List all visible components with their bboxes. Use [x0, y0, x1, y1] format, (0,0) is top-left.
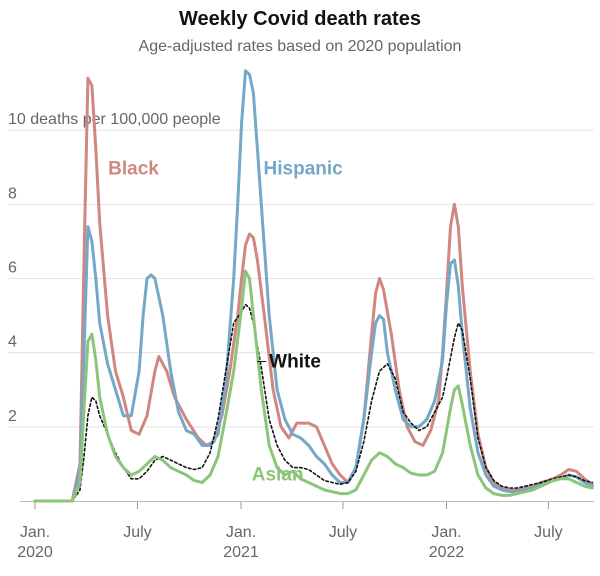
grid-layer [8, 129, 594, 502]
series-line-hispanic [33, 69, 594, 503]
chart-subtitle: Age-adjusted rates based on 2020 populat… [138, 38, 462, 55]
series-line-asian [33, 269, 594, 503]
x-tick-year-label: 2022 [429, 544, 465, 561]
chart-title: Weekly Covid death rates [179, 8, 421, 30]
series-label-asian: Asian [252, 465, 304, 486]
y-tick-label: 10 deaths per 100,000 people [8, 111, 221, 128]
x-tick-label: July [329, 524, 357, 541]
series-label-white: White [269, 352, 321, 373]
x-tick-label: July [123, 524, 151, 541]
y-tick-label: 4 [8, 334, 17, 351]
series-line-black [33, 76, 594, 503]
series-layer [33, 69, 594, 503]
x-tick-label: Jan. [431, 524, 461, 541]
x-tick-year-label: 2020 [17, 544, 53, 561]
series-line-white [34, 303, 594, 502]
x-tick-label: July [534, 524, 562, 541]
x-tick-year-label: 2021 [223, 544, 259, 561]
x-tick-label: Jan. [20, 524, 50, 541]
y-tick-label: 2 [8, 408, 17, 425]
x-axis-ticks: Jan. 2020 July Jan. 2021 July Jan. 2022 July [17, 502, 563, 561]
y-axis-ticks: 2 4 6 8 10 deaths per 100,000 people [8, 111, 221, 425]
y-tick-label: 8 [8, 185, 17, 202]
series-label-black: Black [108, 159, 159, 180]
series-labels: Black Hispanic White Asian [108, 159, 343, 486]
x-tick-label: Jan. [226, 524, 256, 541]
y-tick-label: 6 [8, 260, 17, 277]
series-label-hispanic: Hispanic [264, 159, 344, 180]
